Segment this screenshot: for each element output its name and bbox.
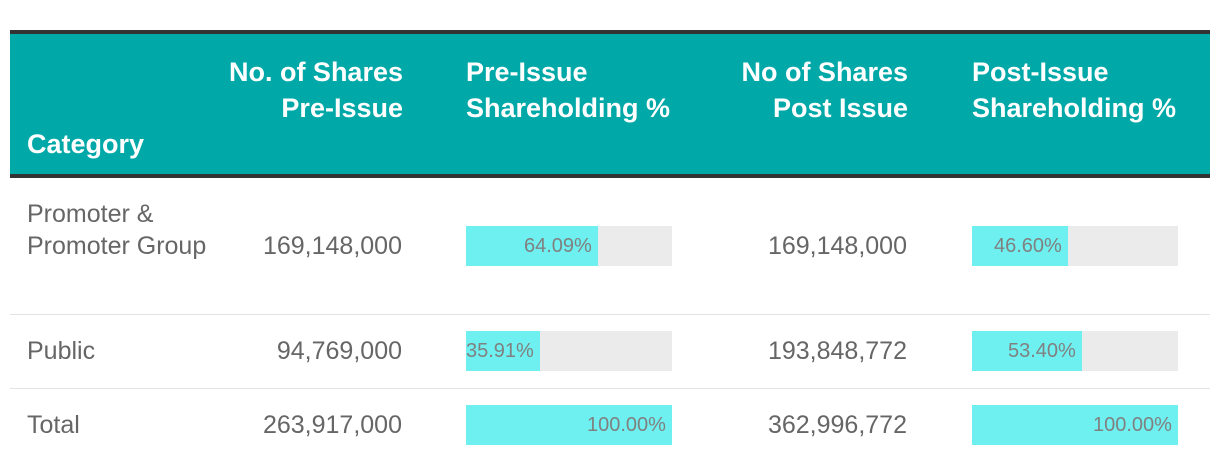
row-post-shares: 169,148,000 — [767, 232, 907, 260]
header-bottom-rule — [10, 174, 1210, 178]
post-pct-bar: 100.00% — [972, 405, 1178, 445]
post-pct-bar-fill — [972, 226, 1068, 266]
table-row: Total 263,917,000 100.00% 362,996,772 10… — [10, 389, 1210, 461]
pre-pct-label: 64.09% — [524, 235, 592, 257]
post-pct-label: 46.60% — [994, 235, 1062, 257]
pre-pct-label: 100.00% — [587, 414, 666, 436]
table-top-rule — [10, 30, 1210, 34]
row-pre-shares: 263,917,000 — [262, 411, 402, 439]
header-post-shares: No of Shares Post Issue — [741, 57, 908, 123]
table-header: Category No. of Shares Pre-Issue Pre-Iss… — [10, 34, 1210, 174]
row-post-shares: 362,996,772 — [767, 411, 907, 439]
header-category: Category — [27, 129, 145, 159]
row-category: Total — [27, 411, 80, 439]
post-pct-bar-fill — [972, 405, 1178, 445]
pre-pct-bar: 100.00% — [466, 405, 672, 445]
post-pct-bar: 53.40% — [972, 331, 1178, 371]
header-post-pct: Post-Issue Shareholding % — [972, 57, 1177, 123]
post-pct-bar-fill — [972, 331, 1082, 371]
header-pre-shares: No. of Shares Pre-Issue — [228, 57, 403, 123]
row-pre-shares: 94,769,000 — [276, 337, 402, 365]
pre-pct-bar-fill — [466, 405, 672, 445]
table-row: Promoter & Promoter Group 169,148,000 64… — [10, 178, 1210, 315]
header-pre-pct: Pre-Issue Shareholding % — [466, 57, 671, 123]
shareholding-table: Category No. of Shares Pre-Issue Pre-Iss… — [10, 30, 1210, 461]
row-post-shares: 193,848,772 — [767, 337, 907, 365]
row-pre-shares: 169,148,000 — [262, 232, 402, 260]
table-row: Public 94,769,000 35.91% 193,848,772 53.… — [10, 315, 1210, 389]
row-category: Promoter & Promoter Group — [27, 200, 207, 260]
post-pct-label: 53.40% — [1008, 340, 1076, 362]
pre-pct-bar: 35.91% — [466, 331, 672, 371]
pre-pct-bar: 64.09% — [466, 226, 672, 266]
post-pct-bar: 46.60% — [972, 226, 1178, 266]
pre-pct-bar-fill — [466, 331, 540, 371]
pre-pct-label: 35.91% — [466, 340, 534, 362]
post-pct-label: 100.00% — [1093, 414, 1172, 436]
row-category: Public — [27, 337, 96, 365]
pre-pct-bar-fill — [466, 226, 598, 266]
